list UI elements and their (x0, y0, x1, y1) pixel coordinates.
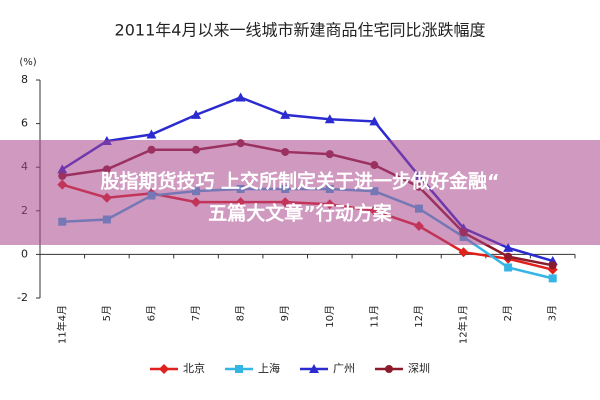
x-tick-label: 6月 (145, 305, 157, 321)
x-tick-label: 9月 (279, 305, 291, 321)
marker (548, 274, 557, 283)
legend: 北京 上海 广州 深圳 (150, 361, 430, 375)
y-tick-label: 8 (21, 73, 28, 86)
y-tick-label: 6 (21, 117, 28, 130)
y-axis-label: (%) (19, 57, 36, 68)
y-tick-label: 0 (21, 247, 28, 260)
marker (146, 129, 157, 139)
y-tick-label: -2 (17, 291, 28, 304)
legend-marker (385, 365, 393, 373)
legend-marker (309, 364, 319, 373)
x-tick-label: 12年1月 (457, 305, 470, 344)
marker (548, 261, 557, 270)
legend-marker (159, 364, 169, 374)
marker (191, 109, 202, 119)
legend-label: 上海 (258, 361, 280, 375)
chart-title: 2011年4月以来一线城市新建商品住宅同比涨跌幅度 (115, 21, 486, 40)
x-tick-label: 11月 (368, 305, 380, 328)
legend-label: 深圳 (408, 362, 430, 375)
x-tick-label: 5月 (101, 305, 113, 321)
legend-marker (235, 365, 243, 373)
x-tick-label: 10月 (324, 305, 336, 328)
marker (458, 247, 469, 258)
x-tick-label: 3月 (547, 305, 559, 321)
legend-label: 广州 (333, 362, 355, 375)
marker (280, 109, 291, 119)
marker (504, 252, 513, 261)
x-tick-label: 8月 (235, 305, 247, 321)
marker (235, 92, 246, 102)
banner-overlay (0, 140, 600, 245)
banner-text: 股指期货技巧 上交所制定关于进一步做好金融“ (100, 170, 499, 193)
marker (369, 116, 380, 126)
x-tick-label: 2月 (502, 305, 514, 321)
legend-label: 北京 (183, 361, 205, 375)
x-tick-label: 7月 (190, 305, 202, 321)
marker (504, 263, 513, 272)
marker (503, 242, 514, 252)
x-tick-label: 11年4月 (55, 305, 68, 344)
banner-text: 五篇大文章”行动方案 (208, 202, 392, 225)
x-tick-label: 12月 (413, 305, 425, 328)
marker (324, 114, 335, 124)
